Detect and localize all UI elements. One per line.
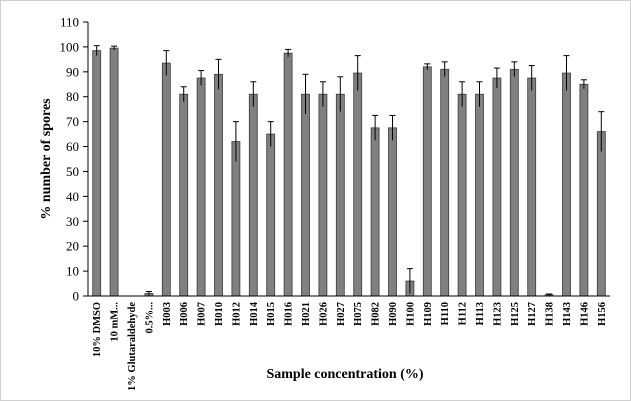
y-tick-label: 0: [73, 289, 80, 304]
x-tick-label: 0.5%...: [144, 302, 155, 334]
bar: [231, 141, 241, 297]
x-tick-label: 10% DMSO: [92, 302, 103, 357]
bar: [562, 72, 571, 297]
x-tick-label: H082: [371, 302, 382, 326]
x-tick-label: H010: [214, 302, 225, 326]
x-tick-label: H014: [249, 301, 260, 326]
y-tick-label: 30: [66, 214, 79, 229]
bar: [388, 127, 397, 297]
y-axis-ticks: 0 10 20 30 40 50 60 70 80 90 100 110: [60, 15, 88, 304]
bar: [596, 131, 606, 297]
y-tick-label: 40: [66, 189, 79, 204]
error-bars-group: [93, 45, 605, 296]
x-tick-label: H016: [284, 302, 295, 326]
x-axis-tick-labels: 10% DMSO 10 mM... 1% Glutaraldehyde 0.5%...…: [92, 301, 608, 391]
x-tick-label: H012: [231, 302, 242, 326]
bar: [161, 62, 171, 297]
y-tick-label: 20: [66, 239, 79, 254]
y-tick-label: 10: [66, 264, 79, 279]
bar: [248, 93, 258, 297]
bar: [579, 83, 589, 297]
y-tick-label: 80: [66, 89, 79, 104]
x-tick-label: H006: [179, 302, 190, 326]
y-tick-label: 50: [66, 164, 79, 179]
x-tick-label: H143: [562, 302, 573, 326]
x-axis-label: Sample concentration (%): [266, 367, 423, 382]
x-tick-label: H100: [405, 302, 416, 326]
y-axis-label: % number of spores: [39, 98, 54, 220]
x-tick-label: H123: [492, 302, 503, 326]
x-tick-label: H015: [266, 302, 277, 326]
x-tick-label: H027: [336, 302, 347, 326]
y-tick-label: 90: [66, 64, 79, 79]
bar: [440, 68, 450, 297]
bar: [179, 93, 189, 297]
bar: [509, 68, 519, 297]
x-tick-label: H113: [475, 302, 486, 325]
bar: [475, 93, 484, 297]
bar: [92, 50, 102, 297]
x-tick-label: H007: [197, 302, 208, 326]
x-tick-label: 10 mM...: [110, 302, 121, 342]
bar: [266, 133, 276, 297]
bar: [214, 73, 223, 297]
bar: [318, 93, 328, 297]
x-tick-label: H138: [545, 302, 556, 326]
bar: [109, 47, 119, 297]
x-tick-label: H125: [510, 302, 521, 326]
bar: [196, 77, 206, 297]
bar: [422, 66, 432, 297]
x-tick-label: H021: [301, 302, 312, 326]
y-tick-label: 60: [66, 139, 79, 154]
x-tick-label: H146: [579, 302, 590, 326]
bar: [335, 93, 345, 297]
x-tick-label: H026: [318, 302, 329, 326]
x-tick-label: H090: [388, 302, 399, 326]
bar: [457, 93, 467, 297]
bar: [527, 77, 537, 297]
x-tick-label: H127: [527, 302, 538, 326]
bar: [492, 77, 502, 297]
bar: [283, 52, 293, 297]
x-tick-label: 1% Glutaraldehyde: [127, 302, 138, 391]
x-tick-label: H156: [597, 302, 608, 326]
bar: [301, 93, 310, 297]
x-tick-label: H109: [423, 302, 434, 326]
y-tick-label: 70: [66, 114, 79, 129]
x-tick-label: H075: [353, 302, 364, 326]
x-tick-label: H112: [458, 302, 469, 325]
y-tick-label: 100: [60, 39, 80, 54]
bar: [353, 72, 363, 297]
x-tick-label: H110: [440, 302, 451, 325]
bar: [370, 127, 380, 297]
bars-group: [92, 47, 606, 297]
y-tick-label: 110: [60, 15, 79, 30]
x-tick-label: H003: [162, 302, 173, 326]
